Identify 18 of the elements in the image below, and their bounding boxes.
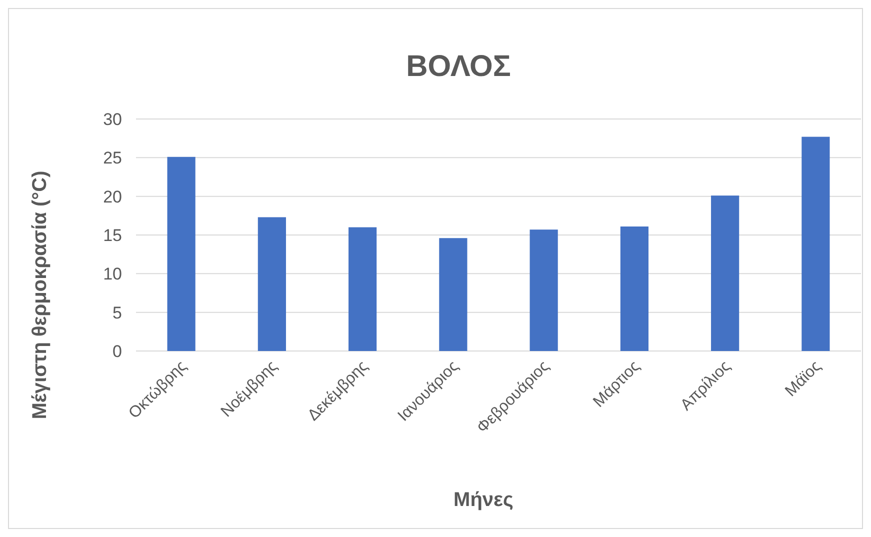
bar [348,227,377,351]
bar [802,136,830,351]
y-tick-label: 30 [103,110,122,129]
chart-title: ΒΟΛΟΣ [406,50,511,83]
bar [620,226,648,351]
bar [530,230,558,351]
x-axis-title: Μήνες [454,489,514,511]
y-tick-label: 25 [103,148,122,168]
bar [439,238,468,351]
bar [711,196,740,351]
bar [167,156,196,351]
y-tick-label: 0 [112,342,122,361]
y-axis-title: Μέγιστη θερμοκρασία (°C) [29,170,51,420]
y-tick-label: 15 [103,226,122,245]
bar [258,217,286,351]
y-tick-label: 10 [103,264,122,284]
y-tick-label: 20 [103,187,122,206]
y-tick-label: 5 [112,303,122,322]
